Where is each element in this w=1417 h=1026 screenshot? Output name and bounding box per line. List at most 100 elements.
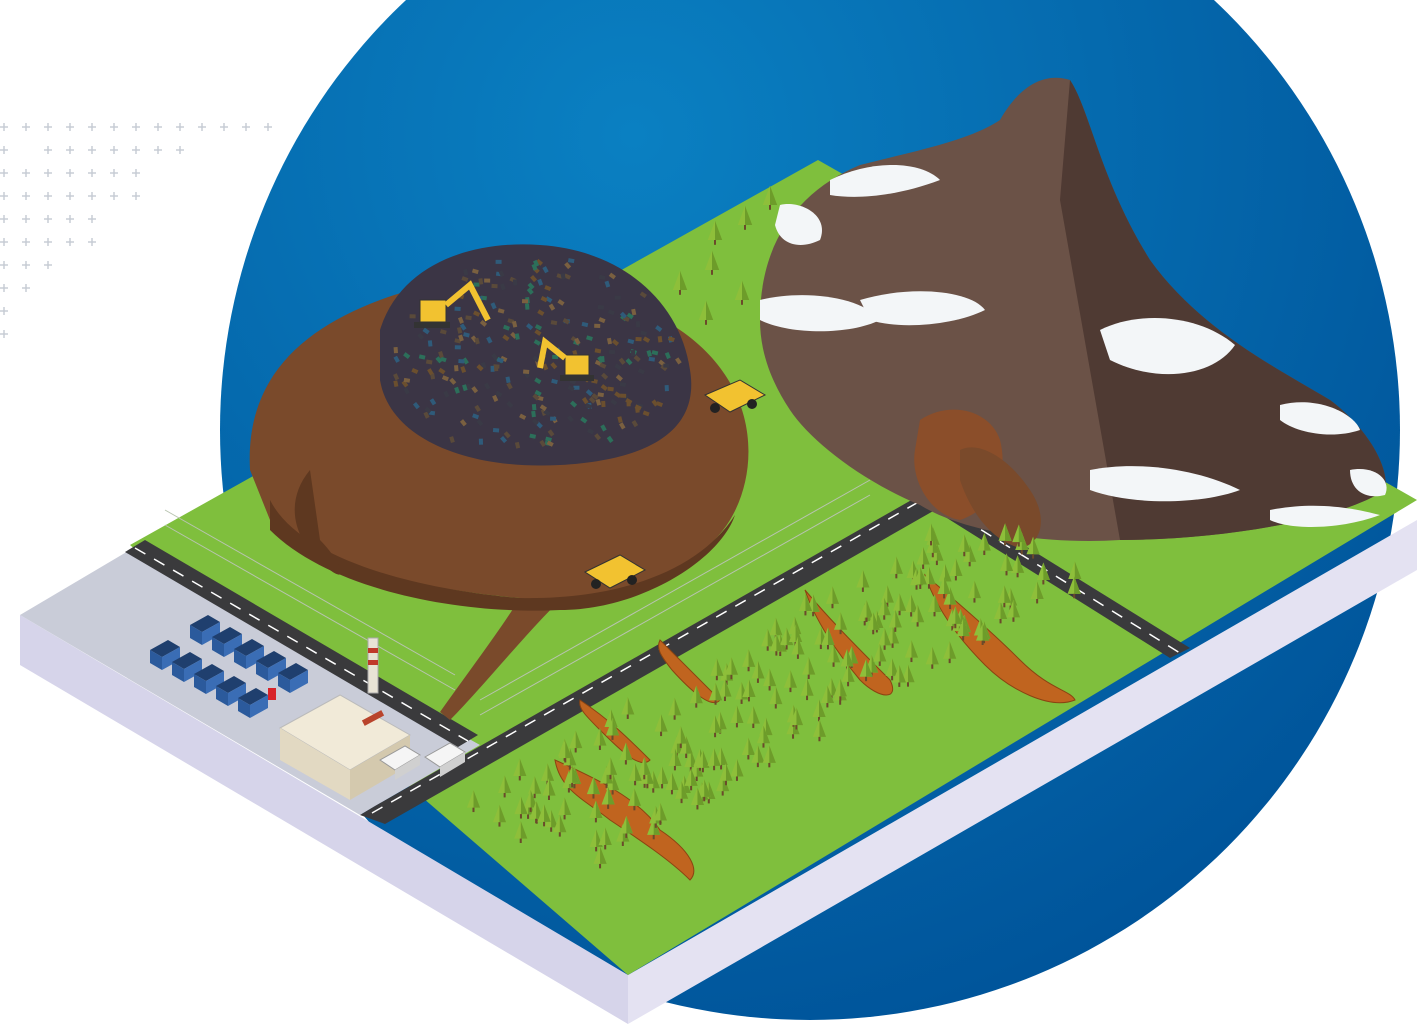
pine-tree-icon bbox=[647, 817, 661, 840]
pine-tree-icon bbox=[1030, 581, 1044, 604]
pine-tree-icon bbox=[698, 300, 714, 325]
pine-tree-icon bbox=[668, 748, 682, 771]
dump-truck-icon bbox=[583, 554, 647, 589]
pine-tree-icon bbox=[565, 765, 579, 788]
pine-tree-icon bbox=[791, 636, 805, 659]
pine-tree-icon bbox=[708, 682, 723, 705]
waste-bins bbox=[150, 615, 308, 718]
pine-tree-icon bbox=[707, 748, 721, 771]
pine-tree-icon bbox=[605, 717, 620, 740]
pine-tree-icon bbox=[569, 730, 583, 753]
pine-tree-icon bbox=[888, 609, 902, 632]
pine-tree-icon bbox=[859, 659, 873, 682]
pine-tree-icon bbox=[926, 535, 940, 558]
pine-tree-icon bbox=[798, 593, 813, 616]
pine-tree-icon bbox=[718, 679, 732, 702]
pine-tree-icon bbox=[892, 593, 907, 616]
pine-tree-icon bbox=[719, 763, 733, 786]
pine-tree-icon bbox=[943, 587, 957, 610]
pine-tree-icon bbox=[751, 745, 765, 768]
pine-tree-icon bbox=[825, 586, 840, 609]
snow-mountain bbox=[760, 77, 1387, 548]
road bbox=[125, 490, 1190, 824]
pine-tree-icon bbox=[880, 585, 894, 608]
pine-tree-icon bbox=[892, 664, 906, 687]
pine-tree-icon bbox=[967, 580, 982, 603]
pine-tree-icon bbox=[901, 664, 915, 687]
pine-tree-icon bbox=[708, 715, 722, 738]
landfill-mound bbox=[249, 244, 749, 720]
pine-tree-icon bbox=[826, 644, 841, 667]
pine-tree-icon bbox=[841, 664, 855, 687]
pine-tree-icon bbox=[769, 686, 783, 709]
pine-forest bbox=[466, 185, 1082, 869]
pine-tree-icon bbox=[999, 553, 1014, 576]
pine-tree-icon bbox=[542, 777, 556, 800]
pine-tree-icon bbox=[492, 804, 507, 827]
pine-tree-icon bbox=[627, 788, 642, 811]
pine-tree-icon bbox=[885, 625, 900, 648]
pine-tree-icon bbox=[833, 612, 848, 635]
pine-tree-icon bbox=[821, 627, 835, 650]
pine-tree-icon bbox=[665, 772, 679, 795]
garbage-truck-icon bbox=[379, 745, 421, 780]
pine-tree-icon bbox=[621, 696, 635, 719]
pine-tree-icon bbox=[762, 185, 778, 210]
pine-tree-icon bbox=[619, 742, 633, 765]
pine-tree-icon bbox=[514, 796, 528, 819]
pine-tree-icon bbox=[769, 633, 783, 656]
pine-tree-icon bbox=[737, 205, 753, 230]
pine-tree-icon bbox=[679, 736, 693, 759]
pine-tree-icon bbox=[1012, 524, 1026, 547]
pine-tree-icon bbox=[674, 781, 689, 804]
pine-tree-icon bbox=[704, 250, 720, 275]
pine-tree-icon bbox=[734, 280, 750, 305]
pine-tree-icon bbox=[904, 640, 919, 663]
pine-tree-icon bbox=[943, 641, 957, 664]
pine-tree-icon bbox=[593, 846, 607, 869]
pine-tree-icon bbox=[696, 750, 710, 773]
pine-tree-icon bbox=[859, 599, 874, 622]
plus-grid-pattern bbox=[0, 123, 272, 338]
pine-tree-icon bbox=[866, 612, 880, 635]
pine-tree-icon bbox=[993, 601, 1008, 624]
pine-tree-icon bbox=[589, 800, 603, 823]
pine-tree-icon bbox=[998, 523, 1012, 546]
pine-tree-icon bbox=[812, 719, 827, 742]
pine-tree-icon bbox=[513, 758, 527, 781]
pine-tree-icon bbox=[1006, 599, 1021, 622]
dump-truck-icon bbox=[703, 379, 767, 413]
pine-tree-icon bbox=[1067, 576, 1081, 599]
pine-tree-icon bbox=[741, 737, 755, 760]
pine-tree-icon bbox=[976, 622, 990, 645]
pine-tree-icon bbox=[741, 649, 756, 672]
pine-tree-icon bbox=[916, 546, 930, 569]
pine-tree-icon bbox=[640, 766, 654, 789]
pine-tree-icon bbox=[746, 706, 760, 729]
pine-tree-icon bbox=[697, 779, 711, 802]
pine-tree-icon bbox=[949, 558, 963, 581]
pine-tree-icon bbox=[637, 757, 651, 780]
pine-tree-icon bbox=[710, 658, 724, 681]
pine-tree-icon bbox=[528, 776, 542, 799]
pine-tree-icon bbox=[498, 775, 512, 798]
pine-tree-icon bbox=[751, 660, 765, 683]
excavator-icon bbox=[414, 280, 491, 328]
pine-tree-icon bbox=[1026, 536, 1040, 559]
pine-tree-icon bbox=[544, 809, 558, 832]
pine-tree-icon bbox=[856, 569, 870, 592]
pine-tree-icon bbox=[789, 707, 804, 730]
pine-tree-icon bbox=[730, 705, 744, 728]
pine-tree-icon bbox=[1036, 562, 1050, 585]
pine-tree-icon bbox=[537, 804, 551, 827]
pine-tree-icon bbox=[873, 643, 887, 666]
garbage-truck-icon bbox=[424, 742, 466, 777]
pine-tree-icon bbox=[937, 576, 951, 599]
pine-tree-icon bbox=[586, 776, 601, 799]
pine-tree-icon bbox=[878, 627, 892, 650]
pine-tree-icon bbox=[655, 766, 669, 789]
pine-tree-icon bbox=[466, 790, 481, 813]
pine-tree-icon bbox=[997, 585, 1011, 608]
pine-tree-icon bbox=[889, 556, 903, 579]
